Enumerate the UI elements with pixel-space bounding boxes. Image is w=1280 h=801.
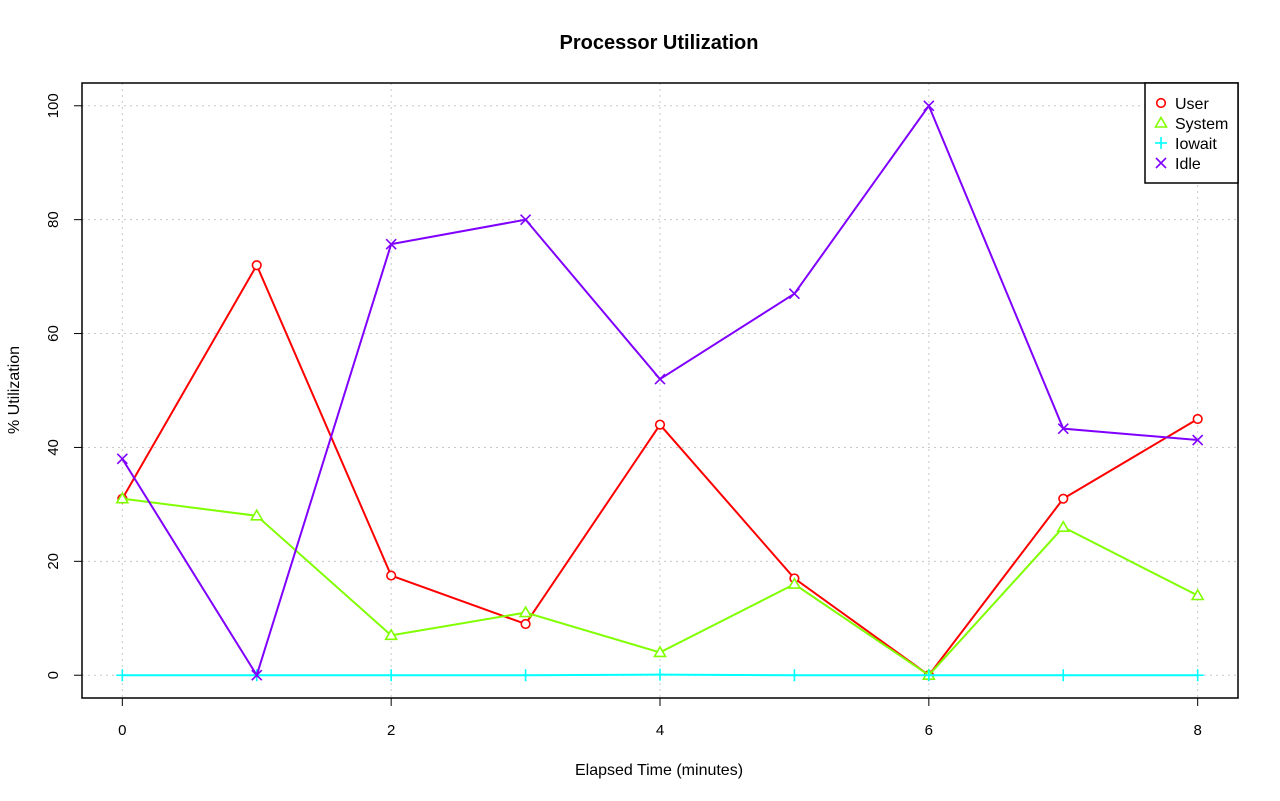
- legend-label-iowait: Iowait: [1175, 136, 1217, 153]
- point-user: [1192, 413, 1203, 425]
- point-iowait: [519, 669, 532, 682]
- point-user: [1058, 493, 1069, 504]
- x-tick-label: 6: [925, 722, 933, 739]
- series-layer: [115, 100, 1205, 682]
- point-system: [115, 491, 130, 504]
- chart-title: Processor Utilization: [560, 32, 759, 54]
- legend-label-user: User: [1175, 96, 1209, 113]
- point-iowait: [116, 669, 129, 682]
- legend-label-idle: Idle: [1175, 156, 1201, 173]
- series-line-user: [121, 262, 1199, 677]
- point-user: [654, 419, 666, 430]
- y-tick-label: 80: [45, 211, 62, 228]
- point-idle: [251, 669, 263, 681]
- point-system: [1056, 520, 1071, 532]
- point-system: [1190, 588, 1205, 601]
- x-tick-label: 8: [1194, 722, 1202, 739]
- legend-marker-user: [1155, 97, 1167, 109]
- y-tick-label: 0: [45, 671, 62, 679]
- point-system: [249, 508, 264, 521]
- point-system: [384, 628, 399, 641]
- point-idle: [788, 288, 800, 300]
- legend-label-system: System: [1175, 116, 1228, 133]
- point-system: [518, 605, 533, 618]
- point-user: [386, 570, 397, 581]
- point-system: [653, 645, 667, 658]
- y-axis-label: % Utilization: [6, 346, 23, 434]
- point-iowait: [1057, 669, 1070, 682]
- x-tick-label: 0: [118, 722, 126, 739]
- point-iowait: [788, 669, 801, 682]
- legend-marker-idle: [1155, 157, 1167, 169]
- point-iowait: [385, 669, 398, 682]
- point-idle: [923, 100, 935, 112]
- y-tick-label: 60: [45, 325, 62, 342]
- legend-marker-system: [1154, 115, 1168, 128]
- point-user: [520, 618, 531, 630]
- y-tick-label: 20: [45, 553, 62, 570]
- point-iowait: [654, 668, 666, 681]
- point-system: [787, 577, 802, 589]
- x-axis: 0 2 4 6 8: [118, 698, 1202, 739]
- point-idle: [1192, 434, 1204, 446]
- point-iowait: [1191, 669, 1204, 682]
- y-tick-label: 100: [45, 93, 62, 118]
- x-tick-label: 4: [656, 722, 664, 739]
- y-axis: 0 20 40 60 80 100: [45, 93, 82, 679]
- legend-marker-iowait: [1155, 137, 1167, 149]
- point-idle: [654, 373, 666, 385]
- grid-lines: [82, 83, 1238, 698]
- point-idle: [116, 453, 128, 465]
- x-tick-label: 2: [387, 722, 395, 739]
- point-idle: [520, 214, 532, 226]
- point-idle: [385, 238, 397, 250]
- legend: User System Iowait Idle: [1144, 82, 1239, 184]
- point-idle: [1057, 423, 1069, 435]
- point-user: [251, 260, 262, 271]
- x-axis-label: Elapsed Time (minutes): [575, 762, 743, 779]
- point-iowait: [922, 669, 935, 682]
- y-tick-label: 40: [45, 439, 62, 456]
